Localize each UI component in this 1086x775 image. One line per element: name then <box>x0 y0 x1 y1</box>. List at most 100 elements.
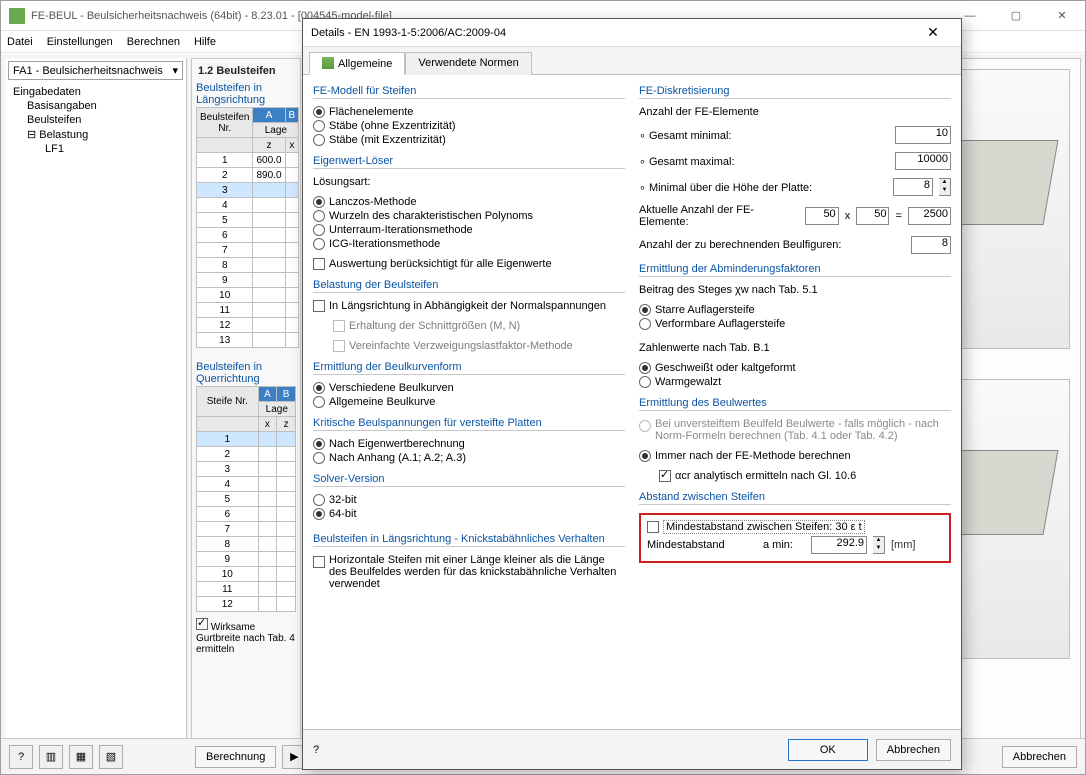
fe-modell-opt-1[interactable]: Stäbe (ohne Exzentrizität) <box>313 119 625 133</box>
quers-row[interactable]: 5 <box>197 492 296 507</box>
grp-knickstab: Beulsteifen in Längsrichtung - Knickstab… <box>313 533 625 547</box>
quers-row[interactable]: 1 <box>197 432 296 447</box>
g2-check[interactable]: Auswertung berücksichtigt für alle Eigen… <box>313 257 625 271</box>
solver-opt-0[interactable]: 32-bit <box>313 493 625 507</box>
auflager-opt-0[interactable]: Starre Auflagersteife <box>639 303 951 317</box>
abstand-input[interactable]: 292.9 <box>811 536 867 554</box>
details-dialog: Details - EN 1993-1-5:2006/AC:2009-04 ✕ … <box>302 18 962 770</box>
analysis-combo[interactable]: FA1 - Beulsicherheitsnachweis ▾ <box>8 61 183 80</box>
fe-modell-opt-0[interactable]: Flächenelemente <box>313 105 625 119</box>
menu-datei[interactable]: Datei <box>7 36 33 48</box>
g7-check[interactable]: Horizontale Steifen mit einer Länge klei… <box>313 553 625 591</box>
dialog-help-icon[interactable]: ? <box>313 744 319 756</box>
akt-a-input[interactable]: 50 <box>805 207 838 225</box>
kritische-opt-1[interactable]: Nach Anhang (A.1; A.2; A.3) <box>313 451 625 465</box>
quers-row[interactable]: 3 <box>197 462 296 477</box>
longs-row[interactable]: 7 <box>197 243 299 258</box>
grp-solver: Solver-Version <box>313 473 625 487</box>
longs-row[interactable]: 10 <box>197 288 299 303</box>
eigenwert-opt-2[interactable]: Unterraum-Iterationsmethode <box>313 223 625 237</box>
auflager-opt-1[interactable]: Verformbare Auflagersteife <box>639 317 951 331</box>
quers-row[interactable]: 2 <box>197 447 296 462</box>
menu-einstellungen[interactable]: Einstellungen <box>47 36 113 48</box>
berechnung-button[interactable]: Berechnung <box>195 746 276 768</box>
gesamt-max-input[interactable]: 10000 <box>895 152 951 170</box>
eigenwert-opt-3[interactable]: ICG-Iterationsmethode <box>313 237 625 251</box>
akt-res: 2500 <box>908 207 951 225</box>
tool-icon-1[interactable]: ▥ <box>39 745 63 769</box>
quers-row[interactable]: 6 <box>197 507 296 522</box>
beitrag-label: Beitrag des Steges χw nach Tab. 5.1 <box>639 283 951 297</box>
longs-grid[interactable]: Beulsteifen Nr. A B Lage zx 1600.02890.0… <box>196 107 299 348</box>
beulkurve-opt-1[interactable]: Allgemeine Beulkurve <box>313 395 625 409</box>
gesamt-min-input[interactable]: 10 <box>895 126 951 144</box>
longs-row[interactable]: 13 <box>197 333 299 348</box>
longs-row[interactable]: 11 <box>197 303 299 318</box>
abstand-spinner[interactable]: ▲▼ <box>873 536 885 554</box>
longs-row[interactable]: 8 <box>197 258 299 273</box>
row-aktuelle: Aktuelle Anzahl der FE-Elemente: 50 x 50… <box>639 203 951 229</box>
min-hoehe-spinner[interactable]: ▲▼ <box>939 178 951 196</box>
grp-belastung: Belastung der Beulsteifen <box>313 279 625 293</box>
quers-row[interactable]: 8 <box>197 537 296 552</box>
wirksame-checkbox[interactable] <box>196 618 208 630</box>
close-button[interactable]: ✕ <box>1039 1 1085 31</box>
quers-row[interactable]: 11 <box>197 582 296 597</box>
abstand-highlight: Mindestabstand zwischen Steifen: 30 ε t … <box>639 513 951 563</box>
ok-button[interactable]: OK <box>788 739 868 761</box>
tab-allgemeine[interactable]: Allgemeine <box>309 52 405 75</box>
zahlenwerte-label: Zahlenwerte nach Tab. B.1 <box>639 341 951 355</box>
help-icon[interactable]: ? <box>9 745 33 769</box>
hdr-B: B <box>285 108 299 123</box>
quers-row[interactable]: 4 <box>197 477 296 492</box>
quers-row[interactable]: 12 <box>197 597 296 612</box>
app-icon <box>9 8 25 24</box>
longs-row[interactable]: 9 <box>197 273 299 288</box>
menu-hilfe[interactable]: Hilfe <box>194 36 216 48</box>
eigenwert-opt-1[interactable]: Wurzeln des charakteristischen Polynoms <box>313 209 625 223</box>
zahlenwerte-opt-0[interactable]: Geschweißt oder kaltgeformt <box>639 361 951 375</box>
g3-check[interactable]: In Längsrichtung in Abhängigkeit der Nor… <box>313 299 625 313</box>
nav-lf1[interactable]: LF1 <box>13 142 178 156</box>
tool-icon-3[interactable]: ▧ <box>99 745 123 769</box>
quers-row[interactable]: 7 <box>197 522 296 537</box>
tool-icon-2[interactable]: ▦ <box>69 745 93 769</box>
longs-row[interactable]: 6 <box>197 228 299 243</box>
quers-grid[interactable]: Steife Nr. A B Lage xz 123456789101112 <box>196 386 296 612</box>
beulkurve-opt-0[interactable]: Verschiedene Beulkurven <box>313 381 625 395</box>
akt-b-input[interactable]: 50 <box>856 207 889 225</box>
nav-basisangaben[interactable]: Basisangaben <box>13 99 178 113</box>
mid-panel: 1.2 Beulsteifen Beulsteifen in Längsrich… <box>191 58 301 770</box>
kritische-opt-0[interactable]: Nach Eigenwertberechnung <box>313 437 625 451</box>
beulwert-radio[interactable]: Immer nach der FE-Methode berechnen <box>639 449 951 463</box>
main-cancel-button[interactable]: Abbrechen <box>1002 746 1077 768</box>
abstand-check[interactable]: Mindestabstand zwischen Steifen: 30 ε t <box>647 519 943 535</box>
cancel-button[interactable]: Abbrechen <box>876 739 951 761</box>
nav-belastung[interactable]: ⊟ Belastung <box>13 127 178 142</box>
analysis-combo-label: FA1 - Beulsicherheitsnachweis <box>13 65 163 77</box>
longs-row[interactable]: 2890.0 <box>197 168 299 183</box>
wirksame-check-row[interactable]: Wirksame Gurtbreite nach Tab. 4 ermittel… <box>196 618 296 655</box>
quers-row[interactable]: 9 <box>197 552 296 567</box>
solver-opt-1[interactable]: 64-bit <box>313 507 625 521</box>
dialog-close-icon[interactable]: ✕ <box>913 24 953 41</box>
nav-eingabedaten[interactable]: Eingabedaten <box>13 85 178 99</box>
fe-modell-opt-2[interactable]: Stäbe (mit Exzentrizität) <box>313 133 625 147</box>
menu-berechnen[interactable]: Berechnen <box>127 36 180 48</box>
longs-row[interactable]: 1600.0 <box>197 153 299 168</box>
quers-row[interactable]: 10 <box>197 567 296 582</box>
zahlenwerte-opt-1[interactable]: Warmgewalzt <box>639 375 951 389</box>
beulfiguren-input[interactable]: 8 <box>911 236 951 254</box>
row-min-hoehe: ∘ Minimal über die Höhe der Platte: 8 ▲▼ <box>639 177 951 197</box>
nav-beulsteifen[interactable]: Beulsteifen <box>13 113 178 127</box>
alphacr-check[interactable]: αcr analytisch ermitteln nach Gl. 10.6 <box>639 469 951 483</box>
eigenwert-opt-0[interactable]: Lanczos-Methode <box>313 195 625 209</box>
min-hoehe-input[interactable]: 8 <box>893 178 933 196</box>
longs-row[interactable]: 12 <box>197 318 299 333</box>
dialog-body: FE-Modell für Steifen FlächenelementeStä… <box>303 74 961 729</box>
longs-row[interactable]: 4 <box>197 198 299 213</box>
longs-row[interactable]: 5 <box>197 213 299 228</box>
maximize-button[interactable]: ▢ <box>993 1 1039 31</box>
longs-row[interactable]: 3 <box>197 183 299 198</box>
tab-verwendete-normen[interactable]: Verwendete Normen <box>405 52 531 75</box>
